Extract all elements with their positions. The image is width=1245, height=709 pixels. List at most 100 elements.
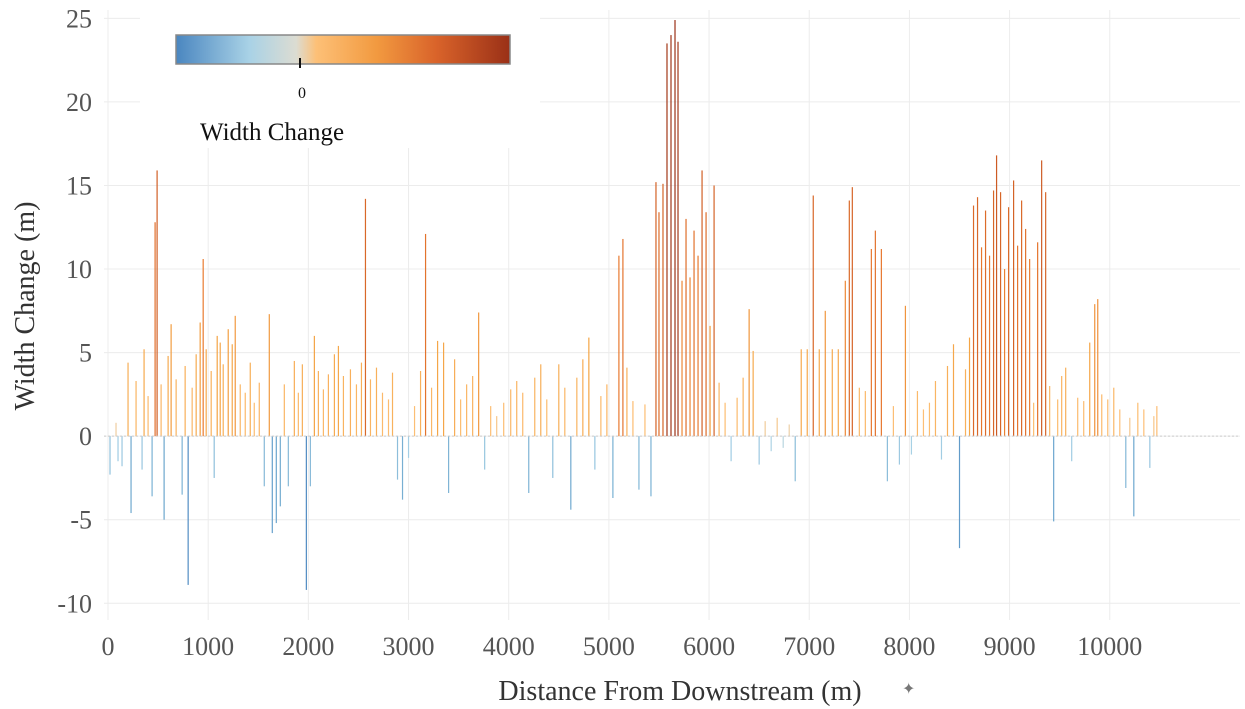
- bar: [268, 314, 270, 437]
- bar: [1021, 200, 1023, 437]
- bar: [369, 379, 372, 437]
- bar: [510, 389, 512, 437]
- bar: [1003, 269, 1006, 437]
- x-tick-label: 10000: [1077, 632, 1142, 661]
- bar: [818, 349, 820, 437]
- bar: [163, 436, 165, 520]
- bar: [109, 436, 111, 475]
- bar: [858, 387, 860, 437]
- x-tick-label: 1000: [182, 632, 234, 661]
- bar: [141, 436, 143, 470]
- bar: [916, 391, 919, 437]
- bar: [227, 329, 229, 437]
- bar: [401, 436, 404, 500]
- bar: [313, 335, 315, 437]
- bar: [594, 436, 596, 470]
- bar: [170, 324, 172, 437]
- legend-background: [140, 8, 540, 148]
- y-tick-labels: -10 -5 0 5 10 15 20 25: [57, 4, 92, 618]
- bar: [958, 436, 961, 549]
- bar: [117, 436, 119, 462]
- bar: [600, 396, 602, 437]
- bar: [279, 436, 281, 507]
- bar: [342, 376, 345, 437]
- bar: [1041, 160, 1043, 437]
- bar: [995, 155, 998, 437]
- bar: [181, 436, 183, 495]
- bar: [764, 421, 766, 437]
- bar: [396, 436, 399, 480]
- bar: [848, 200, 850, 437]
- bar: [187, 436, 189, 585]
- bar: [1057, 399, 1059, 437]
- bar: [1061, 376, 1063, 437]
- bar: [999, 192, 1002, 437]
- bar: [886, 436, 888, 482]
- bar: [448, 436, 450, 493]
- bar: [156, 170, 158, 437]
- bar: [1149, 436, 1151, 468]
- bar: [677, 41, 679, 437]
- bar: [293, 360, 295, 437]
- bar: [837, 349, 839, 437]
- bar: [582, 359, 584, 437]
- bar: [1113, 387, 1115, 437]
- bar: [234, 315, 236, 437]
- bar: [898, 436, 901, 465]
- bar: [413, 406, 416, 437]
- bar: [271, 436, 273, 534]
- bar: [638, 436, 640, 490]
- x-tick-labels: 0 1000 2000 3000 4000 5000 6000 7000 8000 9000 100…: [102, 632, 1143, 661]
- bar: [297, 392, 299, 437]
- bar: [752, 350, 754, 437]
- y-tick-label: 25: [66, 4, 92, 33]
- bar: [670, 35, 672, 437]
- bar: [570, 436, 572, 510]
- bar: [184, 365, 186, 437]
- bar: [976, 197, 979, 437]
- bar: [968, 337, 971, 437]
- bar: [794, 436, 796, 482]
- bar: [693, 230, 695, 437]
- bar: [1017, 245, 1019, 437]
- bar: [685, 218, 687, 437]
- bar: [701, 170, 703, 437]
- colorbar-tick-label: 0: [298, 85, 306, 102]
- bar: [558, 364, 560, 437]
- bar: [689, 277, 691, 437]
- bar: [1094, 304, 1096, 437]
- y-tick-label: 5: [79, 339, 92, 368]
- bar: [674, 20, 676, 437]
- bar: [864, 391, 866, 437]
- bar: [484, 436, 486, 470]
- bar: [360, 362, 363, 437]
- bar: [127, 362, 129, 437]
- bar: [496, 416, 498, 437]
- bar: [928, 402, 931, 437]
- bar: [1156, 406, 1158, 437]
- bar: [934, 381, 937, 437]
- bar: [972, 205, 975, 437]
- bar: [244, 392, 246, 437]
- bar: [213, 436, 215, 478]
- bar: [632, 401, 634, 437]
- bar: [1097, 299, 1099, 437]
- bar: [454, 359, 456, 437]
- bar: [1143, 409, 1145, 437]
- bar: [130, 436, 132, 514]
- legend-title: Width Change: [200, 119, 344, 146]
- bar: [466, 384, 468, 437]
- x-tick-label: 8000: [883, 632, 935, 661]
- bar: [658, 212, 660, 437]
- bar: [407, 436, 410, 458]
- bar: [736, 397, 738, 437]
- y-tick-label: 10: [66, 255, 92, 284]
- bar: [275, 436, 277, 524]
- bar: [283, 384, 285, 437]
- bar: [812, 195, 814, 437]
- bar: [1049, 386, 1051, 437]
- bar: [1083, 401, 1085, 437]
- x-tick-label: 2000: [282, 632, 334, 661]
- bar: [980, 247, 983, 437]
